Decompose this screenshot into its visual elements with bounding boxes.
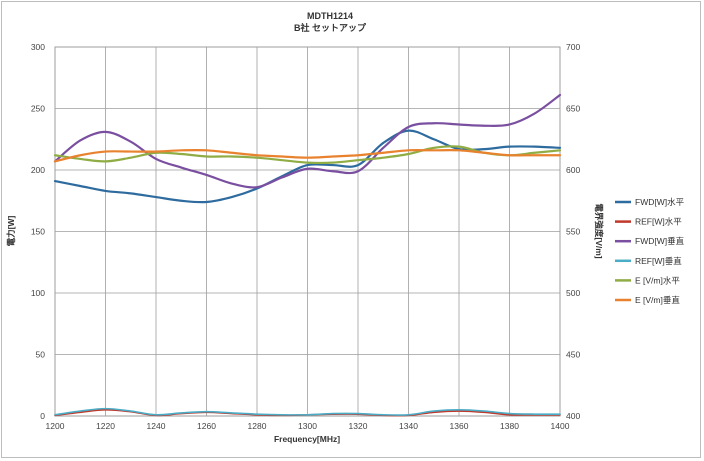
x-tick-label: 1220 bbox=[96, 421, 115, 431]
series-line-6 bbox=[53, 148, 562, 163]
y-right-tick-label: 450 bbox=[566, 350, 580, 360]
legend-label: E [V/m]水平 bbox=[635, 275, 680, 285]
y-right-axis-label: 電界強度[V/m] bbox=[594, 203, 604, 258]
x-axis-label: Frequency[MHz] bbox=[274, 434, 340, 444]
y-right-tick-label: 400 bbox=[566, 411, 580, 421]
y-left-tick-label: 200 bbox=[31, 165, 45, 175]
legend-label: REF[W]垂直 bbox=[635, 256, 682, 266]
legend-label: REF[W]水平 bbox=[635, 217, 682, 227]
y-left-tick-label: 0 bbox=[40, 411, 45, 421]
y-left-tick-label: 150 bbox=[31, 227, 45, 237]
x-tick-label: 1320 bbox=[349, 421, 368, 431]
x-tick-label: 1200 bbox=[46, 421, 65, 431]
chart-title: MDTH1214 bbox=[307, 11, 353, 21]
x-tick-label: 1300 bbox=[298, 421, 317, 431]
y-left-tick-label: 100 bbox=[31, 288, 45, 298]
y-right-tick-label: 550 bbox=[566, 227, 580, 237]
series-line-4 bbox=[54, 407, 561, 416]
grid-lines bbox=[55, 47, 560, 416]
x-tick-label: 1340 bbox=[399, 421, 418, 431]
y-right-tick-label: 500 bbox=[566, 288, 580, 298]
y-right-tick-label: 600 bbox=[566, 165, 580, 175]
x-tick-label: 1360 bbox=[450, 421, 469, 431]
x-tick-label: 1280 bbox=[248, 421, 267, 431]
axis-ticks: 1200 1220 1240 1260 1280 1300 1320 1340 1360 1380… bbox=[31, 42, 581, 431]
legend-label: FWD[W]水平 bbox=[635, 197, 685, 207]
y-right-tick-label: 650 bbox=[566, 104, 580, 114]
y-right-tick-label: 700 bbox=[566, 42, 580, 52]
x-tick-label: 1380 bbox=[500, 421, 519, 431]
series-line-3 bbox=[53, 93, 562, 189]
series-line-1 bbox=[53, 129, 562, 204]
legend-label: E [V/m]垂直 bbox=[635, 295, 680, 305]
x-tick-label: 1400 bbox=[551, 421, 570, 431]
y-left-axis-label: 電力[W] bbox=[6, 215, 16, 246]
legend: FWD[W]水平 REF[W]水平 FWD[W]垂直 REF[W]垂直 E [V/m]水… bbox=[615, 197, 685, 305]
y-left-tick-label: 250 bbox=[31, 104, 45, 114]
legend-label: FWD[W]垂直 bbox=[635, 236, 685, 246]
x-tick-label: 1240 bbox=[147, 421, 166, 431]
y-left-tick-label: 50 bbox=[36, 350, 46, 360]
series-lines bbox=[53, 93, 562, 417]
y-left-tick-label: 300 bbox=[31, 42, 45, 52]
chart-subtitle: B社 セットアップ bbox=[294, 22, 367, 33]
x-tick-label: 1260 bbox=[197, 421, 216, 431]
